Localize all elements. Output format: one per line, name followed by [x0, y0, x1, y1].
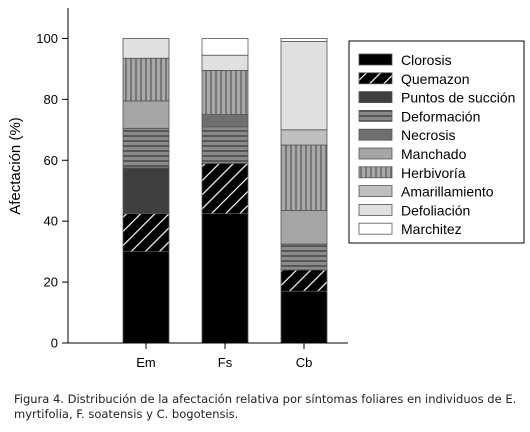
x-tick-label: Em: [136, 355, 156, 370]
legend-swatch: [358, 185, 393, 198]
y-axis-title: Afectación (%): [7, 117, 24, 215]
bar-segment-fs-0: [201, 213, 249, 344]
y-tick-label: 100: [36, 31, 58, 46]
bars: [122, 38, 328, 344]
bar-segment-cb-3: [280, 243, 328, 271]
bar-segment-fs-8: [201, 54, 249, 71]
bar-segment-em-2: [122, 167, 170, 214]
legend-label: Deformación: [401, 108, 480, 124]
bar-segment-em-0: [122, 251, 170, 344]
legend-label: Herbivoría: [401, 165, 466, 181]
bar-segment-fs-3: [201, 126, 249, 164]
y-tick-label: 40: [44, 214, 58, 229]
bar-segment-em-1: [122, 213, 170, 253]
legend-label: Marchitez: [401, 221, 462, 237]
legend-label: Amarillamiento: [401, 184, 494, 200]
legend-label: Manchado: [401, 146, 467, 162]
bar-segment-fs-1: [201, 162, 249, 214]
legend-swatch: [358, 203, 393, 216]
legend-swatch: [358, 110, 393, 122]
bar-segment-cb-6: [280, 144, 328, 211]
bar-segment-em-8: [122, 38, 170, 59]
bar-segment-cb-8: [280, 41, 328, 131]
legend-swatch: [358, 147, 393, 160]
bar-segment-fs-4: [201, 114, 249, 128]
bar-segment-cb-0: [280, 290, 328, 344]
y-tick-label: 20: [44, 275, 58, 290]
bar-segment-fs-6: [201, 70, 249, 115]
legend-swatch: [358, 91, 393, 103]
legend-label: Puntos de succión: [401, 90, 515, 106]
y-tick-label: 80: [44, 92, 58, 107]
bar-segment-fs-9: [201, 38, 249, 56]
legend-swatch: [358, 128, 393, 141]
legend-swatch: [358, 72, 393, 85]
legend-swatch: [358, 53, 393, 66]
axes: 0 20 40 60 80 100 Em Fs Cb: [36, 8, 348, 370]
y-tick-label: 60: [44, 153, 58, 168]
legend: Clorosis Quemazon Puntos de succión Deforma…: [348, 40, 525, 244]
legend-label: Clorosis: [401, 52, 452, 68]
x-tick-label: Fs: [218, 355, 233, 370]
legend-label: Necrosis: [401, 127, 455, 143]
bar-segment-em-5: [122, 100, 170, 129]
bar-segment-cb-5: [280, 210, 328, 245]
legend-label: Defoliación: [401, 202, 470, 218]
bar-segment-cb-7: [280, 129, 328, 146]
bar-segment-em-3: [122, 127, 170, 169]
legend-label: Quemazon: [401, 71, 469, 87]
bar-segment-em-6: [122, 57, 170, 102]
y-tick-label: 0: [51, 336, 58, 351]
x-tick-label: Cb: [296, 355, 313, 370]
bar-segment-cb-9: [280, 38, 328, 42]
legend-swatch: [358, 166, 393, 179]
bar-segment-cb-1: [280, 269, 328, 292]
legend-swatch: [358, 222, 393, 235]
figure-caption: Figura 4. Distribución de la afectación …: [14, 392, 517, 421]
